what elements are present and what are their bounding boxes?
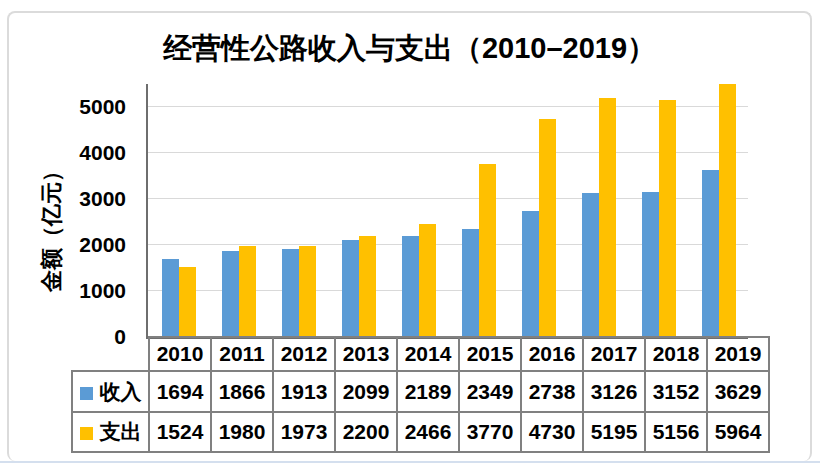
bar — [359, 236, 376, 337]
table-row: 支出 15241980197322002466377047305195515659… — [72, 412, 769, 452]
bar — [599, 98, 616, 337]
bar — [342, 240, 359, 337]
year-header-cell: 2015 — [459, 337, 521, 371]
bar — [479, 164, 496, 337]
value-cell: 2349 — [459, 371, 521, 412]
bar — [702, 170, 719, 337]
series-name: 支出 — [100, 420, 142, 443]
y-tick-label: 4000 — [38, 140, 126, 166]
value-cell: 1694 — [149, 371, 211, 412]
table-corner-cell — [72, 337, 149, 371]
bar — [522, 211, 539, 337]
value-cell: 1980 — [211, 412, 273, 452]
bar — [539, 119, 556, 337]
y-tick-labels: 010002000300040005000 — [38, 0, 126, 350]
bar — [179, 267, 196, 337]
bar — [239, 246, 256, 337]
bar — [719, 84, 736, 337]
window-bottom-edge — [0, 461, 820, 463]
bar — [162, 259, 179, 337]
value-cell: 5964 — [707, 412, 769, 452]
value-cell: 5195 — [583, 412, 645, 452]
legend-cell: 支出 — [72, 412, 149, 452]
y-tick-label: 1000 — [38, 278, 126, 304]
y-tick-label: 2000 — [38, 232, 126, 258]
year-header-cell: 2013 — [335, 337, 397, 371]
value-cell: 2189 — [397, 371, 459, 412]
value-cell: 2738 — [521, 371, 583, 412]
legend-swatch — [80, 387, 93, 400]
chart-canvas: 经营性公路收入与支出（2010–2019） 金额（亿元） 01000200030… — [0, 0, 820, 470]
value-cell: 2099 — [335, 371, 397, 412]
year-header-cell: 2019 — [707, 337, 769, 371]
bar — [299, 246, 316, 337]
value-cell: 1973 — [273, 412, 335, 452]
bar — [462, 229, 479, 337]
year-header-cell: 2010 — [149, 337, 211, 371]
year-header-cell: 2016 — [521, 337, 583, 371]
value-cell: 3126 — [583, 371, 645, 412]
year-header-cell: 2017 — [583, 337, 645, 371]
bar — [222, 251, 239, 337]
y-tick-label: 5000 — [38, 94, 126, 120]
year-header-cell: 2018 — [645, 337, 707, 371]
y-tick-label: 3000 — [38, 186, 126, 212]
legend-swatch — [80, 427, 93, 440]
year-header-cell: 2012 — [273, 337, 335, 371]
value-cell: 1913 — [273, 371, 335, 412]
data-table: 2010201120122013201420152016201720182019… — [71, 336, 770, 453]
legend-cell: 收入 — [72, 371, 149, 412]
value-cell: 2200 — [335, 412, 397, 452]
year-header-cell: 2014 — [397, 337, 459, 371]
bar — [642, 192, 659, 337]
value-cell: 2466 — [397, 412, 459, 452]
bar — [402, 236, 419, 337]
value-cell: 1866 — [211, 371, 273, 412]
bar — [659, 100, 676, 337]
value-cell: 3770 — [459, 412, 521, 452]
value-cell: 4730 — [521, 412, 583, 452]
plot-area — [146, 84, 748, 339]
value-cell: 5156 — [645, 412, 707, 452]
bar — [419, 224, 436, 337]
table-row: 收入 16941866191320992189234927383126315236… — [72, 371, 769, 412]
bar — [282, 249, 299, 337]
bar — [582, 193, 599, 337]
year-header-cell: 2011 — [211, 337, 273, 371]
value-cell: 1524 — [149, 412, 211, 452]
series-name: 收入 — [100, 380, 142, 403]
value-cell: 3152 — [645, 371, 707, 412]
value-cell: 3629 — [707, 371, 769, 412]
chart-title: 经营性公路收入与支出（2010–2019） — [7, 29, 812, 69]
